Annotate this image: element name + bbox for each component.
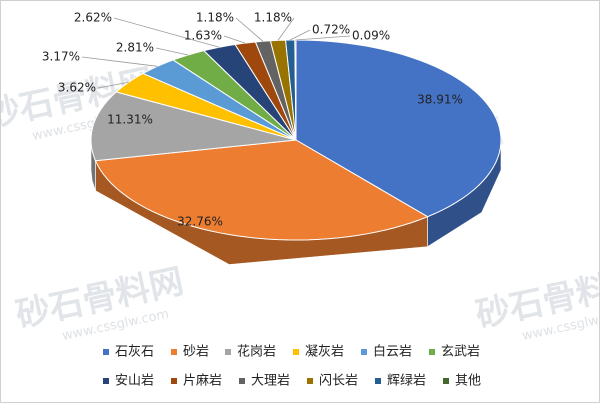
legend-label: 片麻岩: [183, 374, 222, 389]
value-label: 0.72%: [312, 23, 350, 37]
leader-line: [295, 35, 351, 41]
legend-label: 大理岩: [251, 374, 290, 389]
legend-swatch: [103, 349, 109, 355]
value-label: 38.91%: [417, 93, 463, 107]
legend-label: 其他: [455, 374, 481, 389]
slice: [115, 72, 297, 141]
legend-label: 凝灰岩: [305, 344, 344, 360]
legend-label: 安山岩: [115, 374, 154, 389]
value-label: 32.76%: [177, 215, 223, 229]
legend-swatch: [239, 378, 245, 384]
legend-swatch: [171, 378, 177, 384]
legend-label: 辉绿岩: [387, 374, 426, 389]
value-label: 11.31%: [107, 113, 153, 127]
legend-label: 玄武岩: [441, 345, 480, 360]
leader-line: [223, 35, 246, 44]
leader-line: [113, 17, 220, 48]
value-label: 1.63%: [184, 29, 222, 43]
value-label: 3.17%: [42, 50, 80, 64]
legend-swatch: [293, 349, 299, 355]
slice: [94, 139, 429, 241]
leader-line: [290, 29, 311, 41]
legend-swatch: [225, 349, 231, 355]
legend-swatch: [429, 349, 435, 355]
value-label: 3.62%: [58, 81, 96, 95]
legend-swatch: [361, 349, 367, 355]
leader-line: [277, 17, 295, 41]
value-label: 0.09%: [352, 29, 390, 43]
legend-swatch: [103, 378, 109, 384]
leader-line: [97, 81, 129, 89]
value-label: 1.18%: [254, 11, 292, 25]
legend-label: 砂岩: [183, 345, 209, 360]
legend-label: 闪长岩: [319, 374, 358, 389]
legend-label: 白云岩: [373, 344, 412, 360]
legend-swatch: [443, 378, 449, 384]
slice: [90, 91, 297, 162]
legend-swatch: [307, 378, 313, 384]
leader-line: [235, 17, 264, 42]
leader-line: [81, 56, 158, 67]
value-label: 2.62%: [74, 11, 112, 25]
legend-label: 石灰石: [115, 345, 154, 360]
slice: [294, 39, 297, 141]
legend-swatch: [171, 349, 177, 355]
legend-label: 花岗岩: [237, 344, 276, 360]
legend-swatch: [375, 378, 381, 384]
leader-line: [155, 47, 189, 56]
value-label: 2.81%: [116, 41, 154, 55]
value-label: 1.18%: [196, 11, 234, 25]
slice: [295, 39, 502, 218]
